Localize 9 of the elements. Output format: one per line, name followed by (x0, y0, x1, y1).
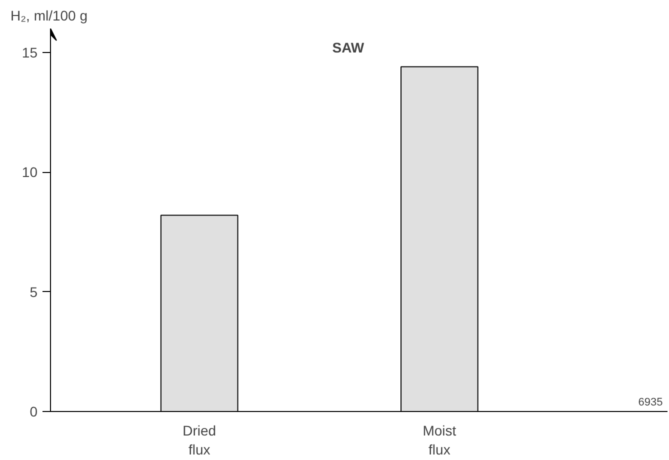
text: SAW (332, 39, 365, 56)
y-tick-label: 5 (30, 284, 38, 300)
x-tick-label: Dried flux (182, 422, 216, 458)
y-axis-title: H₂, ml/100 g (10, 8, 88, 24)
y-tick-label: 15 (22, 44, 38, 60)
y-tick-label: 10 (22, 164, 38, 180)
y-tick-label: 0 (30, 404, 38, 420)
annotation: 6935 (638, 396, 663, 408)
x-tick-label: Moist flux (422, 422, 456, 458)
